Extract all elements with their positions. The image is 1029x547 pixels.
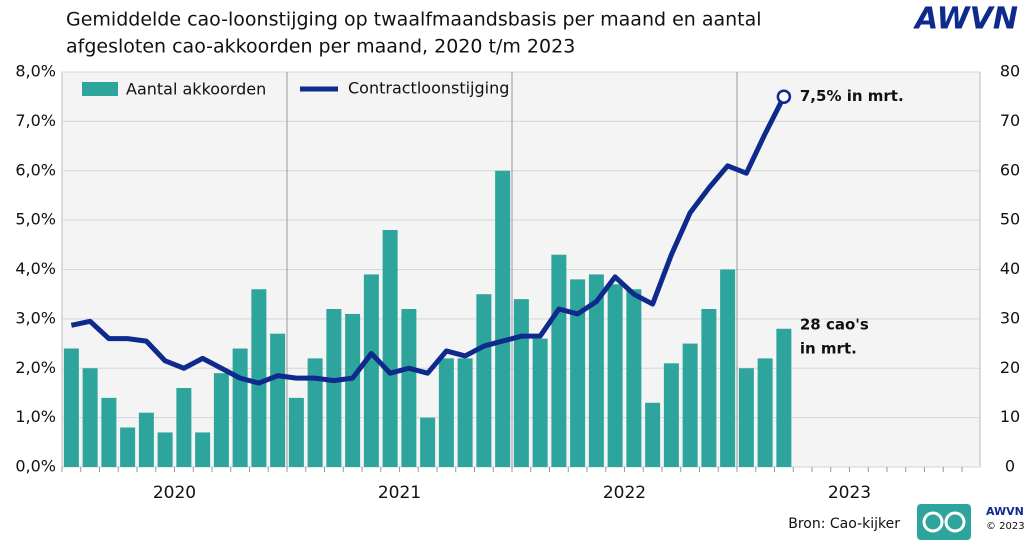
x-year-label: 2022 xyxy=(603,483,646,503)
bar xyxy=(438,358,454,467)
bar xyxy=(776,328,792,467)
annotation: in mrt. xyxy=(800,339,857,357)
y-tick-label: 3,0% xyxy=(15,308,56,327)
y2-tick-label: 70 xyxy=(1000,111,1020,130)
bar xyxy=(213,373,229,467)
x-year-label: 2020 xyxy=(153,483,196,503)
bar xyxy=(120,427,136,467)
bar xyxy=(532,338,548,467)
bar xyxy=(607,284,623,467)
bar xyxy=(382,230,398,467)
end-marker xyxy=(776,89,792,104)
footer-logo: AWVN xyxy=(986,505,1024,518)
y2-tick-label: 20 xyxy=(1000,358,1020,377)
bar xyxy=(738,368,754,467)
y-tick-label: 2,0% xyxy=(15,358,56,377)
annotation: 7,5% in mrt. xyxy=(800,87,904,105)
bar xyxy=(495,170,511,467)
y2-tick-label: 10 xyxy=(1000,407,1020,426)
bar xyxy=(101,397,117,467)
footer-icon xyxy=(944,511,966,533)
bar xyxy=(251,289,267,467)
chart-title: afgesloten cao-akkoorden per maand, 2020… xyxy=(66,36,575,58)
y2-tick-label: 50 xyxy=(1000,210,1020,229)
bar xyxy=(270,333,286,467)
y-tick-label: 8,0% xyxy=(15,62,56,81)
y-tick-label: 0,0% xyxy=(15,457,56,476)
logo: AWVN xyxy=(913,2,1018,37)
y-tick-label: 5,0% xyxy=(15,210,56,229)
bar xyxy=(663,363,679,467)
bar xyxy=(682,343,698,467)
bar xyxy=(195,432,211,467)
x-year-label: 2023 xyxy=(828,483,871,503)
legend-label: Contractloonstijging xyxy=(348,79,509,98)
bar xyxy=(626,289,642,467)
bar xyxy=(326,309,342,467)
legend-swatch xyxy=(82,82,118,96)
bar xyxy=(645,402,661,467)
bar xyxy=(401,309,417,467)
footer-logo: © 2023 xyxy=(986,521,1025,532)
y-tick-label: 4,0% xyxy=(15,259,56,278)
bar xyxy=(701,309,717,467)
line xyxy=(70,95,787,386)
bar xyxy=(476,294,492,467)
y-tick-label: 1,0% xyxy=(15,407,56,426)
y2-tick-label: 0 xyxy=(1005,457,1015,476)
legend-label: Aantal akkoorden xyxy=(126,80,266,99)
bar xyxy=(588,274,604,467)
y2-tick-label: 30 xyxy=(1000,308,1020,327)
bar xyxy=(345,313,361,467)
bar xyxy=(157,432,173,467)
source: Bron: Cao-kijker xyxy=(788,516,900,532)
bar xyxy=(63,348,79,467)
y2-tick-label: 80 xyxy=(1000,62,1020,81)
bar xyxy=(757,358,773,467)
bar xyxy=(138,412,154,467)
bar xyxy=(570,279,586,467)
bar xyxy=(457,358,473,467)
bar xyxy=(420,417,436,467)
bar xyxy=(232,348,248,467)
bar xyxy=(288,397,304,467)
bar xyxy=(307,358,323,467)
y2-tick-label: 40 xyxy=(1000,259,1020,278)
y2-tick-label: 60 xyxy=(1000,160,1020,179)
bar xyxy=(513,299,529,467)
footer-icon xyxy=(922,511,944,533)
annotation: 28 cao's xyxy=(800,315,869,333)
bar xyxy=(720,269,736,467)
x-year-label: 2021 xyxy=(378,483,421,503)
chart-title: Gemiddelde cao-loonstijging op twaalfmaa… xyxy=(66,9,762,31)
bar xyxy=(551,254,567,467)
bar xyxy=(363,274,379,467)
bar xyxy=(176,388,192,467)
y-tick-label: 7,0% xyxy=(15,111,56,130)
y-tick-label: 6,0% xyxy=(15,160,56,179)
bar xyxy=(82,368,98,467)
